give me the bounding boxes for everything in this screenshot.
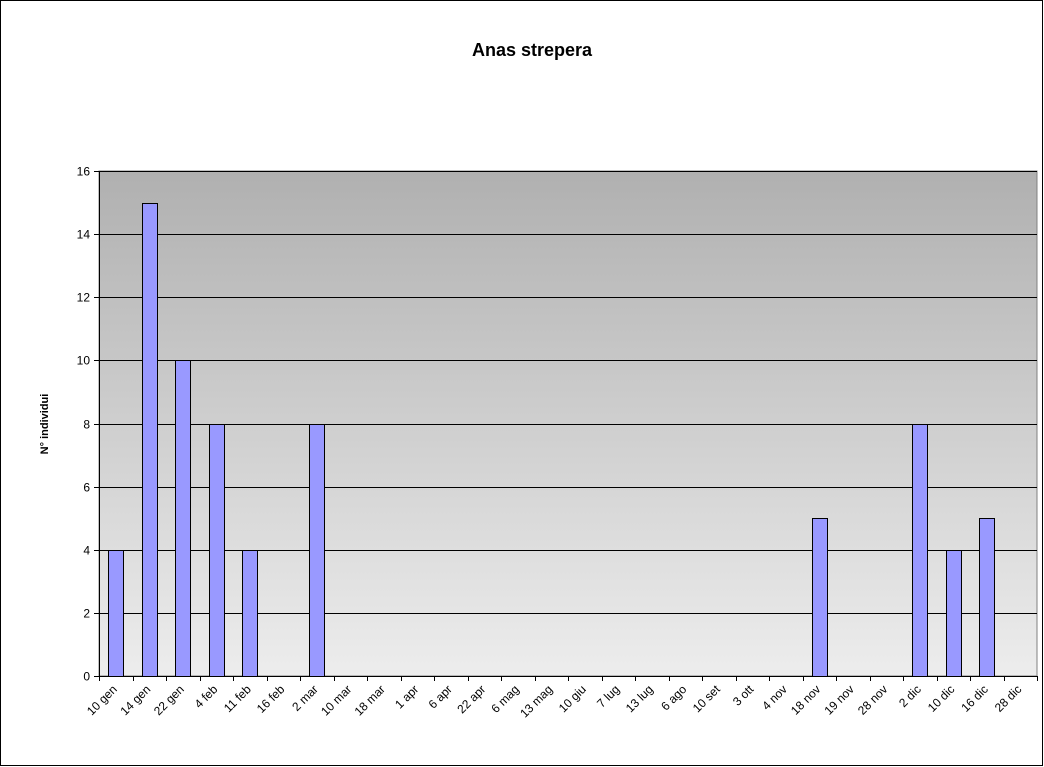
x-tick-label: 10 set [690, 682, 723, 715]
x-tick-label: 10 gen [84, 682, 120, 718]
x-tick-label: 11 feb [221, 682, 254, 715]
axes [94, 171, 1038, 681]
y-tick-label: 16 [77, 165, 91, 179]
plot-area [98, 170, 1038, 677]
y-axis-label: N° individui [39, 394, 51, 455]
bar [242, 550, 258, 677]
y-tick-label: 4 [83, 544, 90, 558]
x-tick-label: 28 nov [855, 682, 890, 717]
x-tick-label: 3 ott [730, 682, 757, 709]
bar [175, 360, 191, 677]
x-tick-label: 16 dic [958, 682, 991, 715]
bar [309, 424, 325, 677]
x-tick-label: 19 nov [821, 682, 856, 717]
x-tick-label: 10 dic [925, 682, 958, 715]
bar [209, 424, 225, 677]
bar [979, 518, 995, 677]
x-tick-label: 18 mar [352, 682, 388, 718]
x-tick-label: 22 apr [454, 682, 488, 716]
bar [946, 550, 962, 677]
bar [108, 550, 124, 677]
x-tick-label: 13 lug [623, 682, 656, 715]
x-tick-label: 4 nov [759, 682, 790, 713]
x-tick-label: 2 dic [896, 682, 924, 710]
bar [812, 518, 828, 677]
x-tick-label: 13 mag [517, 682, 555, 720]
chart-title: Anas strepera [472, 40, 593, 60]
y-tick-label: 6 [83, 481, 90, 495]
bar [912, 424, 928, 677]
x-tick-label: 22 gen [151, 682, 187, 718]
x-tick-label: 18 nov [788, 682, 823, 717]
y-tick-label: 2 [83, 607, 90, 621]
x-tick-label: 10 mar [318, 682, 354, 718]
bar [142, 203, 158, 677]
y-tick-label: 12 [77, 291, 91, 305]
x-tick-label: 1 apr [392, 682, 421, 711]
x-tick-label: 16 feb [254, 682, 288, 716]
x-tick-label: 6 ago [658, 682, 689, 713]
x-tick-label: 6 apr [426, 682, 455, 711]
x-tick-label: 2 mar [289, 682, 321, 714]
x-tick-label: 10 giu [556, 682, 589, 715]
y-tick-label: 0 [83, 670, 90, 684]
x-tick-label: 7 lug [594, 682, 622, 710]
x-tick-label: 28 dic [992, 682, 1025, 715]
y-tick-label: 10 [77, 354, 91, 368]
y-tick-label: 8 [83, 418, 90, 432]
x-tick-label: 14 gen [118, 682, 154, 718]
x-tick-label: 4 feb [192, 682, 221, 711]
y-tick-label: 14 [77, 228, 91, 242]
